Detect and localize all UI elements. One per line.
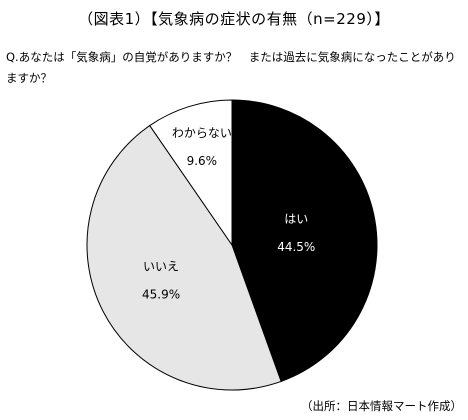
- slice-value-3: 9.6%: [187, 154, 218, 168]
- survey-question: Q.あなたは「気象病」の自覚がありますか？ または過去に気象病になったことがあり…: [6, 50, 456, 85]
- slice-value-1: 44.5%: [277, 240, 315, 254]
- pie-slice-3: [149, 99, 233, 247]
- pie-labels: はい 44.5% いいえ 45.9% わからない 9.6%: [142, 126, 315, 301]
- slice-value-2: 45.9%: [142, 287, 180, 301]
- pie-slice-1: [231, 99, 378, 383]
- slice-label-2: いいえ: [143, 259, 179, 273]
- slice-label-3: わからない: [172, 126, 232, 140]
- pie-slice-2: [86, 124, 282, 391]
- pie-slices: [86, 99, 378, 391]
- slice-label-1: はい: [284, 212, 308, 226]
- source-note: （出所：日本情報マート作成）: [301, 399, 462, 413]
- chart-title: （図表1）【気象病の症状の有無（n=229）】: [78, 10, 390, 28]
